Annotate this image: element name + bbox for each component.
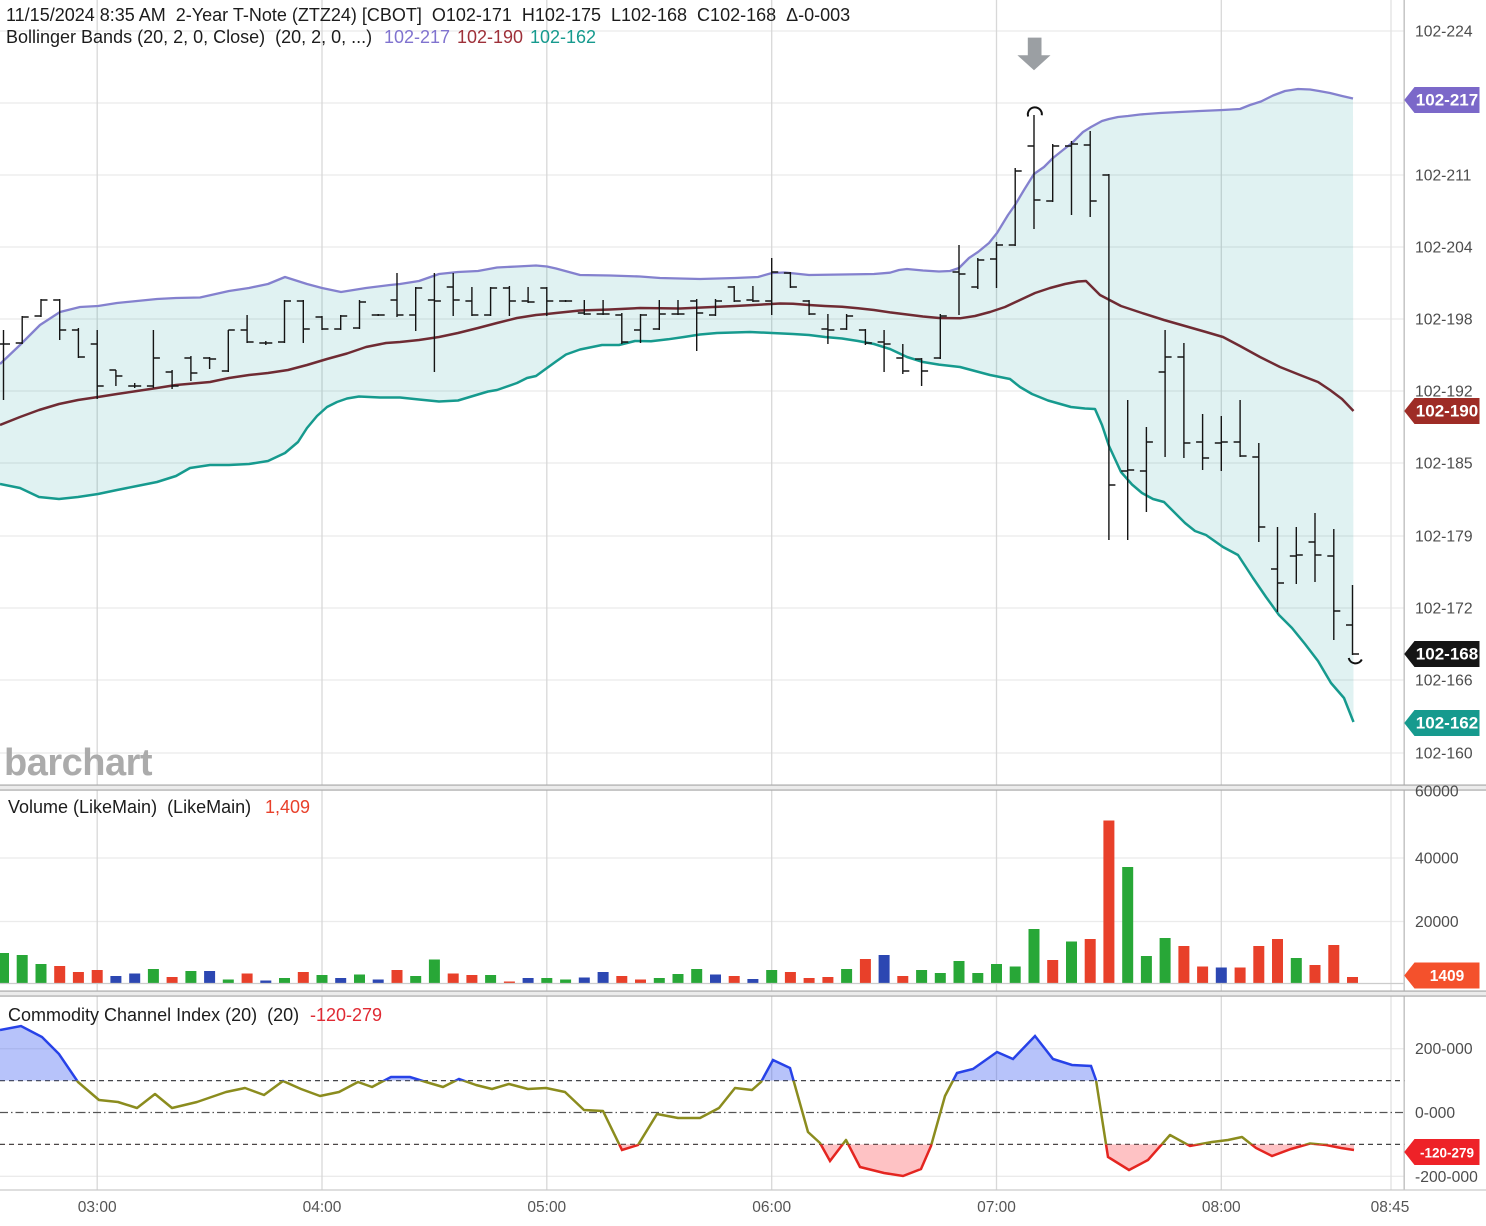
svg-text:Volume (LikeMain) (LikeMain): Volume (LikeMain) (LikeMain) (8, 797, 251, 817)
svg-text:102-198: 102-198 (1415, 312, 1473, 329)
svg-text:102-162: 102-162 (530, 27, 596, 47)
svg-text:-200-000: -200-000 (1415, 1169, 1478, 1186)
svg-text:08:45: 08:45 (1371, 1199, 1410, 1216)
svg-text:20000: 20000 (1415, 914, 1459, 931)
svg-text:102-190: 102-190 (457, 27, 523, 47)
svg-text:102-217: 102-217 (384, 27, 450, 47)
svg-text:60000: 60000 (1415, 784, 1459, 801)
svg-text:102-162: 102-162 (1416, 714, 1478, 733)
svg-text:11/15/2024 8:35 AM 2-Year T-N: 11/15/2024 8:35 AM 2-Year T-Note (ZTZ24)… (6, 5, 850, 25)
svg-text:-120-279: -120-279 (310, 1005, 382, 1025)
svg-text:102-192: 102-192 (1415, 384, 1473, 401)
svg-text:102-190: 102-190 (1416, 402, 1478, 421)
svg-text:102-160: 102-160 (1415, 746, 1473, 763)
svg-text:102-224: 102-224 (1415, 24, 1473, 41)
svg-text:08:00: 08:00 (1202, 1199, 1241, 1216)
svg-text:0-000: 0-000 (1415, 1105, 1455, 1122)
svg-text:1,409: 1,409 (265, 797, 310, 817)
svg-text:102-204: 102-204 (1415, 240, 1473, 257)
svg-text:40000: 40000 (1415, 851, 1459, 868)
svg-text:07:00: 07:00 (977, 1199, 1016, 1216)
svg-text:200-000: 200-000 (1415, 1041, 1473, 1058)
svg-text:102-179: 102-179 (1415, 529, 1473, 546)
svg-text:-120-279: -120-279 (1420, 1146, 1474, 1161)
svg-text:05:00: 05:00 (527, 1199, 566, 1216)
svg-text:1409: 1409 (1430, 968, 1465, 985)
svg-text:barchart: barchart (4, 742, 153, 784)
svg-text:102-168: 102-168 (1416, 645, 1478, 664)
svg-text:04:00: 04:00 (303, 1199, 342, 1216)
svg-text:102-211: 102-211 (1415, 168, 1471, 185)
svg-text:06:00: 06:00 (752, 1199, 791, 1216)
svg-text:102-166: 102-166 (1415, 673, 1473, 690)
svg-text:03:00: 03:00 (78, 1199, 117, 1216)
svg-text:102-185: 102-185 (1415, 456, 1473, 473)
svg-text:102-217: 102-217 (1416, 91, 1478, 110)
svg-text:Commodity Channel Index (20): Commodity Channel Index (20) (20) (8, 1005, 299, 1025)
svg-text:102-172: 102-172 (1415, 601, 1473, 618)
svg-text:Bollinger Bands (20, 2, 0, Clo: Bollinger Bands (20, 2, 0, Close) (20, 2… (6, 27, 372, 47)
